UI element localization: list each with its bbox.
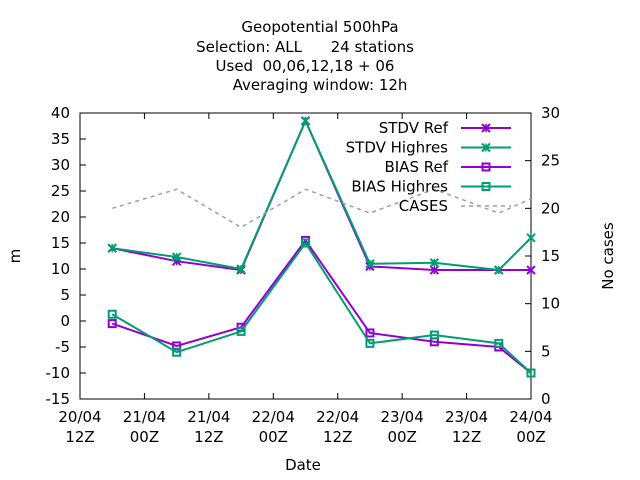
legend-label: BIAS Ref [384,158,448,176]
y2-axis-label: No cases [599,222,617,290]
y2-tick-label: 0 [541,390,551,408]
legend-label: BIAS Highres [351,178,448,196]
title-line-3: Used 00,06,12,18 + 06 [216,57,395,75]
x-tick-label: 12Z [452,428,481,446]
y2-tick-label: 20 [541,199,560,217]
series-bias-highres [107,238,536,378]
series-line [112,118,532,272]
x-tick-label: 00Z [259,428,288,446]
title-line-1: Geopotential 500hPa [241,18,398,36]
data-point [107,243,117,253]
y-axis-label: m [6,249,24,264]
y-tick-label: 15 [51,234,70,252]
data-point [365,259,375,269]
x-tick-label: 00Z [516,428,545,446]
x-axis: 20/04 12Z 21/04 00Z 21/04 12Z 22/04 00Z 22/04 12Z… [58,113,553,446]
x-tick-label: 00Z [387,428,416,446]
y-tick-label: 5 [60,286,70,304]
x-tick-label: 22/04 [316,408,359,426]
data-point [526,233,536,243]
series-stdv-highres [107,116,536,275]
y2-tick-label: 10 [541,295,560,313]
x-tick-label: 21/04 [187,408,230,426]
y-tick-label: 0 [60,312,70,330]
data-point [429,330,439,340]
data-point [236,264,246,274]
chart-title: Geopotential 500hPa Selection: ALL 24 st… [196,18,414,94]
data-point [301,238,310,248]
series-layer [107,116,536,378]
data-point [107,319,117,329]
y2-tick-label: 30 [541,104,560,122]
series-line [111,238,532,374]
x-tick-label: 12Z [65,428,94,446]
series-cases [112,188,532,229]
legend-marker [481,182,491,191]
y-tick-label: 30 [51,156,70,174]
x-tick-label: 21/04 [123,408,166,426]
data-point [526,265,536,275]
legend-label: STDV Highres [346,139,449,157]
data-point [494,265,504,275]
x-tick-label: 00Z [130,428,159,446]
data-point [171,252,182,262]
data-point [172,347,182,357]
legend-marker [481,142,491,153]
y-tick-label: 25 [51,182,70,200]
y2-tick-label: 25 [541,152,560,170]
x-tick-label: 20/04 [58,408,101,426]
data-point [494,338,504,348]
y-tick-label: -10 [46,364,71,382]
x-axis-label: Date [285,456,321,474]
series-line [112,188,532,229]
data-point [429,258,440,268]
data-point [365,338,375,348]
legend-marker [481,162,491,172]
title-line-4: Averaging window: 12h [233,76,408,94]
y-tick-label: -15 [46,390,71,408]
x-tick-label: 22/04 [252,408,295,426]
y-axis: -15 -10 -5 0 5 10 15 20 25 30 35 40 [46,104,86,408]
legend-label: CASES [399,197,448,215]
data-point [300,116,311,126]
data-point [526,368,536,378]
x-tick-label: 23/04 [381,408,424,426]
y-tick-label: 20 [51,208,70,226]
y2-tick-label: 15 [541,247,560,265]
y-tick-label: 35 [51,130,70,148]
legend-label: STDV Ref [379,119,449,137]
y2-axis: 0 5 10 15 20 25 30 [525,104,560,408]
y-tick-label: -5 [55,338,70,356]
data-point [429,265,440,275]
y-tick-label: 10 [51,260,70,278]
data-point [365,328,375,338]
x-tick-label: 24/04 [509,408,552,426]
series-line [111,241,532,374]
x-tick-label: 23/04 [445,408,488,426]
x-tick-label: 12Z [194,428,223,446]
y-tick-label: 40 [51,104,70,122]
legend-marker [481,123,491,133]
data-point [236,326,246,336]
x-tick-label: 12Z [323,428,352,446]
y2-tick-label: 5 [541,342,551,360]
data-point [107,309,117,319]
title-line-2: Selection: ALL 24 stations [196,38,414,56]
